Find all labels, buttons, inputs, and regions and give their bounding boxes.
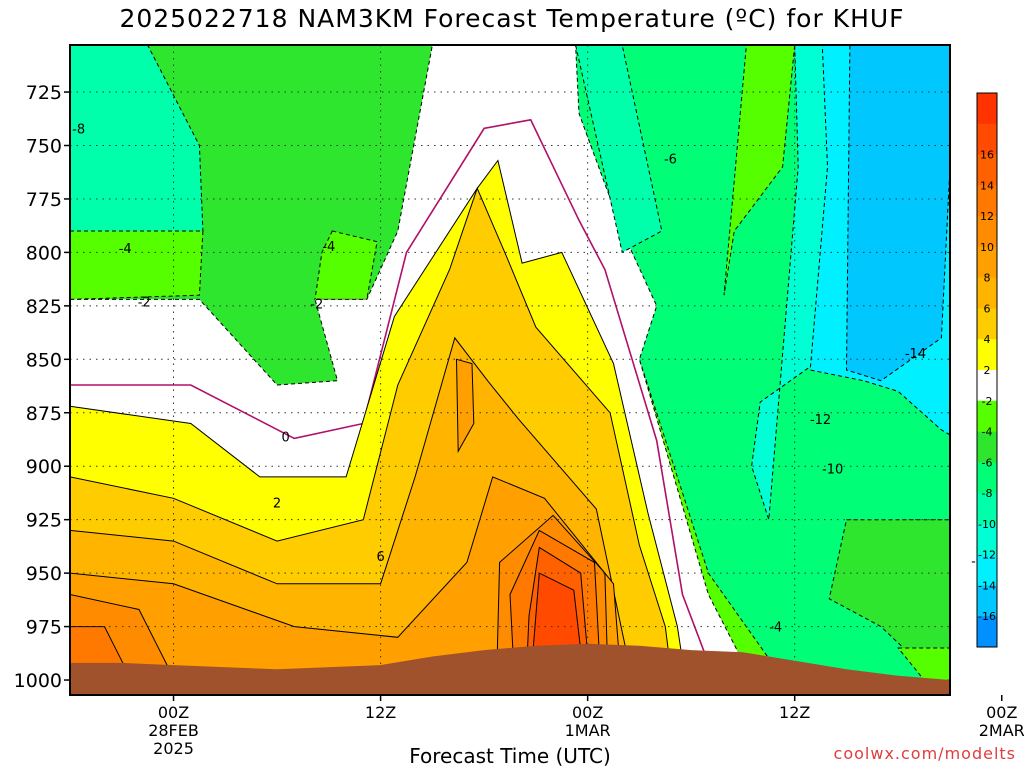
colorbar-band bbox=[977, 185, 997, 217]
y-axis-ticks: 725 750 775 800 825 850 875 900 925 950 975 1000 bbox=[14, 82, 70, 692]
y-tick-label: 750 bbox=[26, 135, 62, 157]
colorbar-band bbox=[977, 154, 997, 186]
x-tick-label: 2MAR bbox=[979, 721, 1024, 740]
temperature-region bbox=[949, 658, 950, 660]
credit-link[interactable]: coolwx.com/modelts bbox=[833, 744, 1016, 763]
colorbar-tick-label: 2 bbox=[984, 364, 991, 377]
x-tick-label: 00Z bbox=[572, 703, 603, 722]
colorbar: 16 14 12 10 8 6 4 2 -2 -4 -6 -8 -10 -12 -14 -16 bbox=[976, 92, 998, 648]
plot-area bbox=[70, 45, 950, 695]
colorbar-tick-label: -2 bbox=[982, 395, 993, 408]
temperature-region bbox=[845, 45, 950, 382]
contour-label: -2 bbox=[310, 298, 323, 313]
colorbar-tick-label: -10 bbox=[978, 518, 996, 531]
temperature-region bbox=[314, 230, 378, 300]
colorbar-band bbox=[977, 370, 997, 402]
colorbar-tick-label: 4 bbox=[984, 333, 991, 346]
colorbar-band bbox=[977, 93, 997, 125]
y-tick-label: 950 bbox=[26, 563, 62, 585]
colorbar-tick-label: -8 bbox=[982, 487, 993, 500]
x-tick-label: 12Z bbox=[365, 703, 396, 722]
x-tick-label: 00Z bbox=[986, 703, 1017, 722]
contour-label: -2 bbox=[138, 296, 151, 311]
y-tick-label: 775 bbox=[26, 189, 62, 211]
colorbar-tick-label: -12 bbox=[978, 549, 996, 562]
colorbar-band bbox=[977, 616, 997, 648]
contour-label: -8 bbox=[72, 122, 85, 137]
contour-label: -12 bbox=[810, 413, 831, 428]
y-tick-label: 975 bbox=[26, 617, 62, 639]
x-tick-label: 12Z bbox=[779, 703, 810, 722]
contour-label: 0 bbox=[282, 430, 290, 445]
contour-label: 6 bbox=[376, 550, 384, 565]
x-axis-label: Forecast Time (UTC) bbox=[409, 744, 611, 768]
temperature-region bbox=[575, 45, 663, 254]
y-tick-label: 1000 bbox=[14, 670, 62, 692]
grid-lines bbox=[70, 45, 950, 695]
contour-label: -14 bbox=[905, 347, 926, 362]
colorbar-band bbox=[977, 523, 997, 556]
colorbar-band bbox=[977, 123, 997, 156]
y-tick-label: 725 bbox=[26, 82, 62, 104]
colorbar-band bbox=[977, 308, 997, 340]
contour-label: -10 bbox=[822, 462, 843, 477]
colorbar-band bbox=[977, 431, 997, 463]
colorbar-band bbox=[977, 400, 997, 433]
colorbar-tick-label: -16 bbox=[978, 610, 996, 623]
contour-label: -6 bbox=[664, 152, 677, 167]
colorbar-band bbox=[977, 462, 997, 494]
colorbar-tick-label: -4 bbox=[982, 426, 993, 439]
colorbar-band bbox=[977, 216, 997, 248]
colorbar-tick-label: 16 bbox=[980, 149, 994, 162]
colorbar-tick-label: 6 bbox=[984, 302, 991, 315]
colorbar-tick-label: -6 bbox=[982, 456, 993, 469]
y-tick-label: 900 bbox=[26, 456, 62, 478]
colorbar-band bbox=[977, 339, 997, 371]
y-tick-label: 875 bbox=[26, 403, 62, 425]
colorbar-band bbox=[977, 585, 997, 617]
colorbar-tick-label: 10 bbox=[980, 241, 994, 254]
temperature-region bbox=[70, 476, 623, 695]
plot-frame bbox=[69, 44, 951, 696]
temperature-region bbox=[897, 647, 950, 682]
colorbar-band bbox=[977, 554, 997, 586]
colorbar-tick-label: 12 bbox=[980, 210, 994, 223]
colorbar-tick-label: 8 bbox=[984, 272, 991, 285]
colorbar-frame bbox=[976, 92, 998, 648]
temperature-region bbox=[723, 45, 796, 296]
y-tick-label: 925 bbox=[26, 510, 62, 532]
temperature-region bbox=[455, 358, 475, 454]
contour-label: -4 bbox=[322, 240, 335, 255]
y-tick-label: 850 bbox=[26, 349, 62, 371]
x-tick-label: 28FEB bbox=[148, 721, 199, 740]
contour-label: -4 bbox=[769, 621, 782, 636]
colorbar-band bbox=[977, 277, 997, 309]
colorbar-tick-label: -14 bbox=[978, 579, 996, 592]
temperature-fields bbox=[70, 45, 950, 695]
terrain-surface bbox=[70, 643, 950, 695]
colorbar-band bbox=[977, 246, 997, 279]
temperature-region bbox=[828, 519, 950, 679]
y-tick-label: 800 bbox=[26, 242, 62, 264]
chart-title: 2025022718 NAM3KM Forecast Temperature (… bbox=[119, 4, 905, 33]
contour-label: -4 bbox=[119, 242, 132, 257]
x-tick-label: 00Z bbox=[158, 703, 189, 722]
colorbar-band bbox=[977, 493, 997, 525]
temperature-region bbox=[70, 45, 204, 236]
x-tick-label: 1MAR bbox=[565, 721, 611, 740]
contour-label: 2 bbox=[273, 497, 281, 512]
x-tick-label: 2025 bbox=[153, 739, 194, 758]
colorbar-tick-label: 14 bbox=[980, 179, 994, 192]
y-tick-label: 825 bbox=[26, 296, 62, 318]
temperature-region bbox=[70, 230, 204, 300]
